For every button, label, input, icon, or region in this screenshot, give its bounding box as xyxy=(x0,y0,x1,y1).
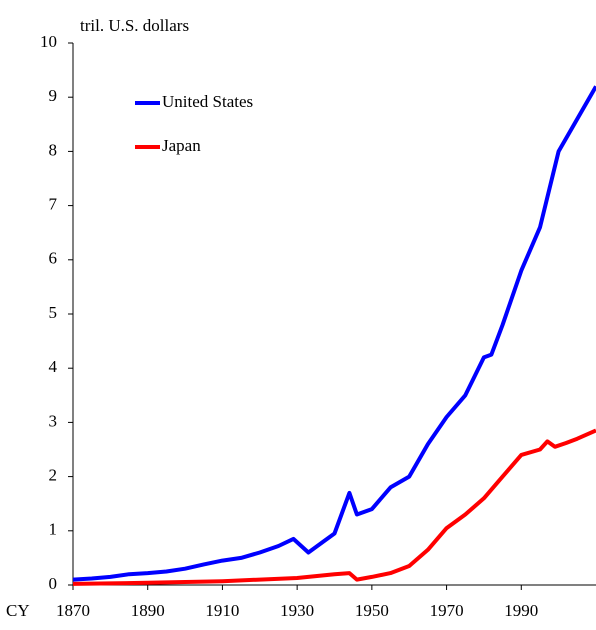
y-tick-label: 1 xyxy=(49,520,58,539)
y-tick-label: 7 xyxy=(49,195,58,214)
legend-label: Japan xyxy=(162,136,201,155)
y-tick-label: 0 xyxy=(49,574,58,593)
x-tick-label: 1930 xyxy=(280,601,314,620)
x-tick-label: 1970 xyxy=(430,601,464,620)
series-line xyxy=(72,428,596,586)
x-axis-label: CY xyxy=(6,601,30,620)
x-tick-label: 1990 xyxy=(504,601,538,620)
y-tick-label: 8 xyxy=(49,140,58,159)
series-line xyxy=(72,85,596,582)
x-tick-label: 1910 xyxy=(205,601,239,620)
y-tick-label: 4 xyxy=(49,357,58,376)
y-tick-label: 3 xyxy=(49,411,58,430)
x-tick-label: 1870 xyxy=(56,601,90,620)
legend-label: United States xyxy=(162,92,253,111)
y-tick-label: 6 xyxy=(49,249,58,268)
y-tick-label: 5 xyxy=(49,303,58,322)
y-axis-label: tril. U.S. dollars xyxy=(80,16,189,35)
y-tick-label: 9 xyxy=(49,86,58,105)
y-tick-label: 10 xyxy=(40,32,57,51)
x-tick-label: 1950 xyxy=(355,601,389,620)
y-tick-label: 2 xyxy=(49,466,58,485)
x-tick-label: 1890 xyxy=(131,601,165,620)
